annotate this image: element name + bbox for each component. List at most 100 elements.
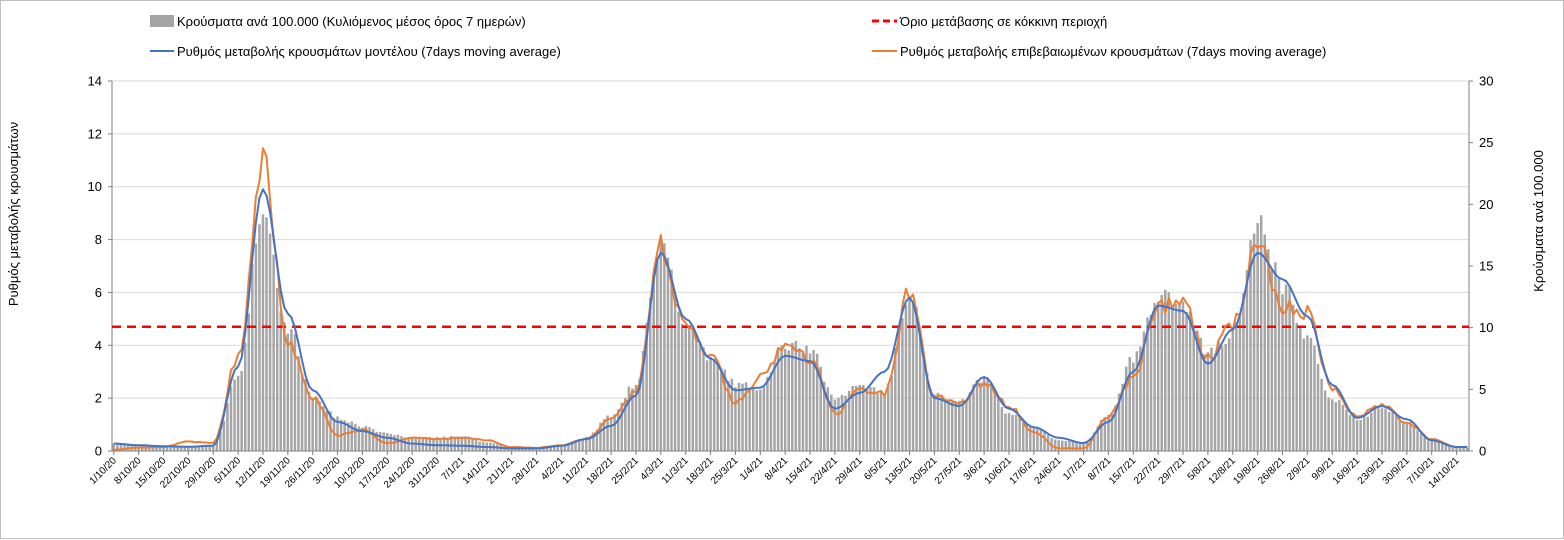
case-bar — [1444, 445, 1448, 451]
y-tick-right-label: 20 — [1479, 197, 1493, 212]
case-bar — [759, 389, 762, 451]
case-bar — [869, 386, 872, 451]
case-bar — [709, 356, 712, 451]
case-bar — [837, 397, 840, 451]
case-bar — [943, 400, 947, 451]
case-bar — [1256, 223, 1259, 451]
case-bar — [236, 375, 240, 451]
case-bar — [1227, 338, 1231, 451]
case-bar — [457, 436, 460, 451]
case-bars — [112, 214, 1469, 451]
case-bar — [169, 445, 172, 451]
y-tick-left-label: 2 — [95, 391, 102, 406]
case-bar — [712, 359, 716, 451]
y-ticks-right: 0 5 10 15 20 25 30 — [1469, 74, 1493, 459]
case-bar — [560, 445, 563, 451]
case-bar — [741, 383, 744, 451]
case-bar — [165, 446, 169, 451]
case-bar — [1100, 420, 1103, 451]
x-tick-label: 28/1/21 — [510, 455, 542, 487]
case-bar — [1160, 294, 1163, 451]
case-bar — [1142, 331, 1146, 451]
case-bar — [727, 380, 730, 451]
case-bar — [1203, 354, 1206, 451]
x-tick-label: 1/4/21 — [738, 455, 766, 483]
case-bar — [460, 436, 464, 451]
case-bar — [627, 386, 631, 451]
case-bar — [190, 446, 194, 451]
case-bar — [1288, 286, 1291, 451]
case-bar — [251, 264, 254, 451]
case-bar — [769, 372, 773, 451]
case-bar — [1430, 441, 1433, 451]
case-bar — [1124, 366, 1128, 451]
case-bar — [261, 214, 265, 451]
case-bar — [1110, 414, 1114, 451]
case-bar — [290, 329, 293, 451]
case-bar — [272, 254, 275, 451]
case-bar — [819, 366, 822, 451]
case-bar — [1235, 322, 1238, 451]
case-bar — [1416, 430, 1419, 451]
case-bar — [719, 368, 723, 451]
case-bar — [833, 399, 837, 451]
case-bar — [1309, 338, 1313, 451]
case-bar — [1277, 279, 1281, 451]
case-bar — [183, 446, 187, 451]
case-bar — [808, 353, 812, 451]
case-bar — [1224, 343, 1227, 451]
case-bar — [219, 432, 222, 451]
case-bar — [1270, 269, 1274, 451]
case-bar — [208, 445, 211, 451]
case-bar — [1178, 302, 1181, 451]
y-tick-right-label: 10 — [1479, 320, 1493, 335]
case-bar — [659, 240, 663, 451]
case-bar — [847, 390, 851, 451]
case-bar — [1036, 428, 1039, 451]
x-tick-label: 29/7/21 — [1157, 455, 1189, 487]
case-bar — [965, 400, 968, 451]
case-bar — [1032, 427, 1036, 451]
case-bar — [375, 431, 378, 451]
x-tick-label: 29/4/21 — [834, 455, 866, 487]
case-bar — [229, 386, 233, 451]
case-bar — [723, 369, 727, 451]
case-bar — [258, 224, 261, 451]
case-bar — [592, 432, 595, 451]
case-bar — [570, 441, 574, 451]
case-bar — [641, 351, 645, 451]
y-axis-right-title: Κρούσματα ανά 100.000 — [1531, 150, 1546, 292]
case-bar — [222, 420, 226, 451]
case-bar — [346, 422, 350, 451]
case-bar — [897, 332, 901, 451]
case-bar — [1011, 414, 1014, 451]
case-bar — [322, 406, 325, 451]
case-bar — [1267, 249, 1270, 451]
case-bar — [1057, 440, 1060, 451]
case-bar — [1082, 441, 1085, 451]
case-bar — [1029, 426, 1032, 451]
case-bar — [957, 400, 961, 451]
case-bar — [318, 401, 322, 451]
case-bar — [698, 344, 702, 451]
case-bar — [734, 387, 737, 451]
case-bar — [1153, 303, 1156, 451]
case-bar — [933, 394, 936, 451]
case-bar — [1281, 294, 1284, 451]
case-bar — [624, 397, 627, 451]
case-bar — [176, 446, 179, 451]
case-bar — [325, 410, 329, 451]
case-bar — [1004, 413, 1007, 451]
case-bar — [446, 437, 449, 451]
case-bar — [599, 422, 602, 451]
case-bar — [1114, 405, 1117, 451]
case-bar — [1096, 426, 1100, 451]
case-bar — [304, 379, 307, 451]
case-bar — [1458, 447, 1462, 451]
case-bar — [204, 445, 208, 451]
case-bar — [1149, 314, 1153, 451]
case-bar — [577, 439, 581, 451]
case-bar — [116, 443, 119, 451]
case-bar — [567, 443, 570, 451]
case-bar — [645, 323, 648, 451]
